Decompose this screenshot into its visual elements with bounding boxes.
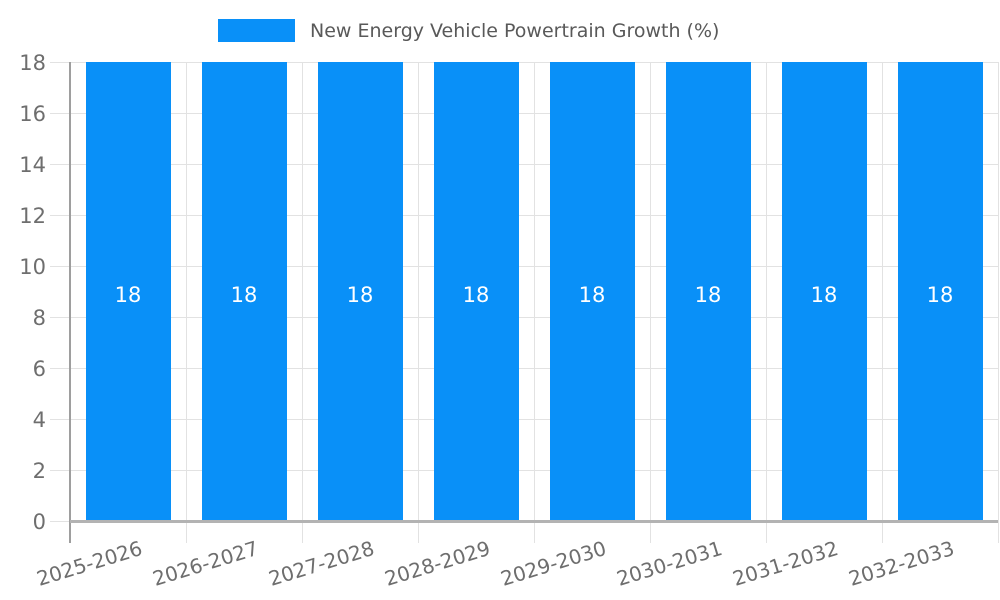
y-axis-line — [69, 62, 71, 543]
y-gridline — [50, 113, 998, 114]
y-gridline — [50, 266, 998, 267]
y-tick-label: 10 — [19, 255, 46, 279]
bar-value-label: 18 — [926, 282, 954, 307]
bar — [665, 62, 751, 521]
x-gridline — [650, 62, 651, 543]
y-gridline — [50, 62, 998, 63]
y-tick-label: 18 — [19, 51, 46, 75]
y-gridline — [50, 164, 998, 165]
x-gridline — [882, 62, 883, 543]
bar-value-label: 18 — [230, 282, 258, 307]
bar-value-label: 18 — [114, 282, 142, 307]
x-gridline — [766, 62, 767, 543]
bar-value-label: 18 — [462, 282, 490, 307]
bar-value-label: 18 — [346, 282, 374, 307]
x-gridline — [186, 62, 187, 543]
x-gridline — [534, 62, 535, 543]
x-tick-label: 2028-2029 — [381, 536, 494, 591]
x-gridline — [418, 62, 419, 543]
x-gridline — [998, 62, 999, 543]
bar — [781, 62, 867, 521]
y-tick-label: 8 — [32, 306, 46, 330]
legend: New Energy Vehicle Powertrain Growth (%) — [218, 19, 719, 42]
y-gridline — [50, 368, 998, 369]
y-tick-label: 4 — [32, 408, 46, 432]
y-tick-label: 0 — [32, 510, 46, 534]
y-tick-label: 12 — [19, 204, 46, 228]
bar — [433, 62, 519, 521]
y-tick-label: 14 — [19, 153, 46, 177]
x-tick-label: 2031-2032 — [729, 536, 842, 591]
legend-label: New Energy Vehicle Powertrain Growth (%) — [310, 19, 720, 42]
x-tick-label: 2032-2033 — [845, 536, 958, 591]
bar — [897, 62, 983, 521]
y-tick-label: 6 — [32, 357, 46, 381]
bar-value-label: 18 — [578, 282, 606, 307]
x-tick-label: 2030-2031 — [613, 536, 726, 591]
x-tick-label: 2027-2028 — [265, 536, 378, 591]
bar — [201, 62, 287, 521]
bar — [317, 62, 403, 521]
x-tick-label: 2029-2030 — [497, 536, 610, 591]
y-tick-label: 16 — [19, 102, 46, 126]
bar-value-label: 18 — [694, 282, 722, 307]
y-gridline — [50, 317, 998, 318]
x-tick-label: 2025-2026 — [33, 536, 146, 591]
legend-swatch — [218, 19, 295, 42]
x-gridline — [302, 62, 303, 543]
y-gridline — [50, 470, 998, 471]
y-tick-label: 2 — [32, 459, 46, 483]
x-tick-label: 2026-2027 — [149, 536, 262, 591]
bar — [85, 62, 171, 521]
bar-value-label: 18 — [810, 282, 838, 307]
x-axis-line — [70, 520, 998, 523]
y-gridline — [50, 419, 998, 420]
y-gridline — [50, 215, 998, 216]
bar — [549, 62, 635, 521]
